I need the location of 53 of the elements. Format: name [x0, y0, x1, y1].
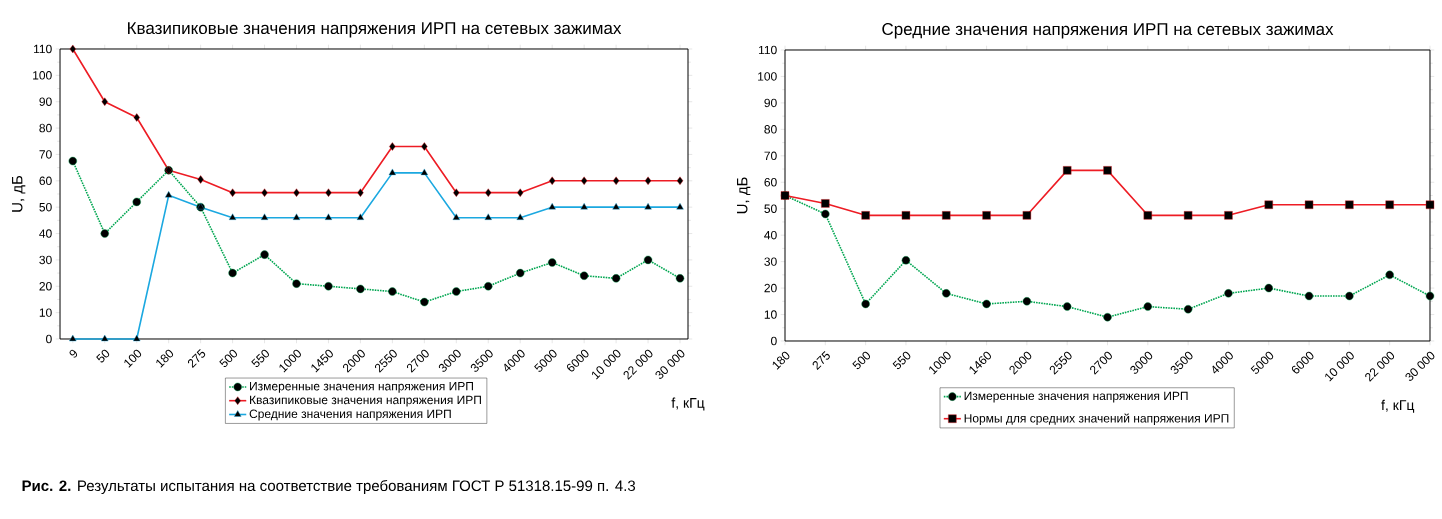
x-tick-label: 550 — [892, 351, 911, 370]
x-tick-label: 9 — [69, 349, 78, 358]
y-tick-label: 50 — [39, 202, 52, 212]
y-tick-label: 80 — [39, 123, 52, 133]
x-tick-label: 30 000 — [1405, 351, 1435, 381]
y-tick-label: 70 — [39, 150, 52, 159]
y-tick-label: 20 — [764, 283, 777, 293]
x-tick-label: 180 — [772, 351, 790, 370]
legend-label: Нормы для средних значений напряжения ИРП — [964, 413, 1229, 425]
x-tick-label: 10 000 — [592, 349, 621, 380]
y-tick-label: 90 — [39, 97, 52, 106]
y-tick-label: 50 — [764, 204, 777, 213]
y-tick-label: 100 — [33, 71, 52, 80]
chart-title: Средние значения напряжения ИРП на сетевых зажимах — [882, 23, 1334, 39]
legend-label: Измеренные значения напряжения ИРП — [964, 391, 1188, 403]
x-tick-label: 22 000 — [1365, 351, 1395, 382]
x-tick-label: 10 000 — [1325, 351, 1354, 382]
y-tick-label: 0 — [771, 336, 777, 346]
y-tick-label: 0 — [46, 334, 52, 344]
x-tick-label: 550 — [251, 349, 269, 368]
x-tick-label: 30 000 — [655, 349, 685, 379]
legend-label: Средние значения напряжения ИРП — [249, 409, 451, 421]
x-tick-label: 500 — [852, 351, 871, 370]
y-tick-label: 110 — [758, 45, 777, 55]
y-tick-label: 60 — [39, 176, 52, 186]
x-tick-label: 50 — [96, 349, 110, 363]
chart-title: Квазипиковые значения напряжения ИРП на сетевых зажимах — [128, 22, 622, 38]
y-tick-label: 80 — [764, 125, 777, 134]
x-tick-label: 22 000 — [623, 349, 653, 380]
x-tick-label: 100 — [124, 349, 142, 368]
x-tick-label: 500 — [219, 349, 238, 368]
y-tick-label: 60 — [764, 178, 777, 187]
x-axis-title: f, кГц — [1381, 399, 1415, 413]
x-tick-label: 180 — [156, 349, 174, 368]
x-tick-label: 275 — [187, 349, 206, 368]
y-axis-title: U, дБ — [737, 177, 751, 214]
y-tick-label: 10 — [39, 308, 52, 317]
y-tick-label: 40 — [39, 229, 52, 238]
y-tick-label: 40 — [764, 230, 777, 240]
y-tick-label: 100 — [758, 72, 777, 81]
y-tick-label: 30 — [39, 255, 52, 265]
y-tick-label: 70 — [764, 151, 777, 161]
y-tick-label: 90 — [764, 98, 777, 108]
x-tick-label: 275 — [812, 351, 830, 370]
text: Рис. 2. Результаты испытания на соответствие требованиям ГОСТ Р 51318.15-99 п. 4.3 — [22, 479, 636, 495]
y-tick-label: 30 — [764, 257, 777, 266]
x-axis-title: f, кГц — [671, 397, 705, 411]
legend-label: Измеренные значения напряжения ИРП — [250, 382, 473, 393]
y-tick-label: 20 — [39, 282, 52, 291]
y-tick-label: 110 — [34, 44, 52, 54]
y-axis-title: U, дБ — [12, 175, 26, 212]
y-tick-label: 10 — [764, 310, 777, 319]
legend-label: Квазипиковые значения напряжения ИРП — [250, 395, 481, 407]
